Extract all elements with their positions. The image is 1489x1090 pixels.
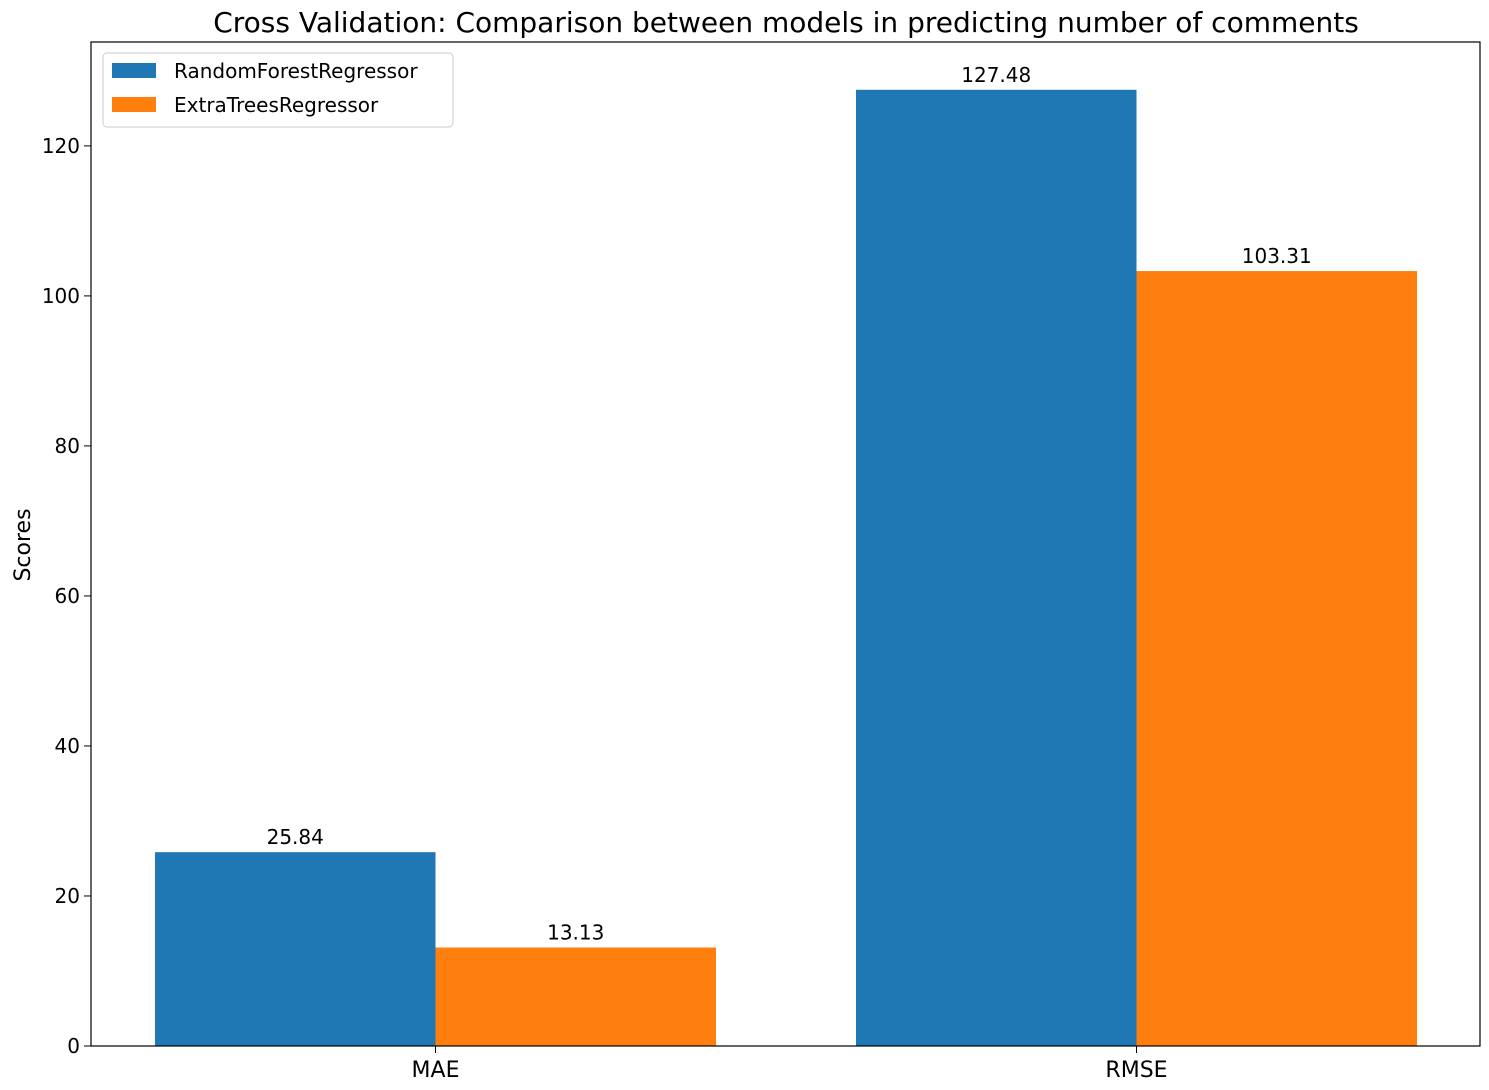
bar-extratreesregressor-mae [435, 947, 716, 1046]
bar-labels-group: 25.84 127.48 13.13 103.31 [267, 63, 1312, 945]
y-tick-label: 80 [55, 434, 80, 458]
y-tick-label: 40 [55, 734, 80, 758]
x-tick-label: MAE [412, 1058, 460, 1083]
y-tick-label: 100 [42, 284, 80, 308]
legend-swatch [112, 63, 156, 78]
plot-frame [90, 41, 1481, 1047]
y-axis-ticks: 0 20 40 60 80 100 120 [42, 134, 91, 1058]
chart-title: Cross Validation: Comparison between mod… [213, 6, 1359, 39]
bars-group [155, 89, 1417, 1047]
y-tick-label: 0 [67, 1034, 80, 1058]
bar-extratreesregressor-rmse [1136, 271, 1417, 1047]
bar-value-label: 25.84 [267, 825, 324, 849]
bar-value-label: 127.48 [961, 63, 1031, 87]
y-tick-label: 20 [55, 884, 80, 908]
y-tick-label: 60 [55, 584, 80, 608]
legend-label: RandomForestRegressor [174, 59, 418, 83]
legend-swatch [112, 97, 156, 112]
x-axis-ticks: MAE RMSE [412, 1046, 1168, 1083]
legend-label: ExtraTreesRegressor [174, 93, 379, 117]
bar-randomforestregressor-mae [155, 852, 436, 1046]
legend: RandomForestRegressor ExtraTreesRegressor [102, 52, 454, 128]
y-axis-label: Scores [11, 508, 36, 581]
x-tick-label: RMSE [1105, 1058, 1167, 1083]
bar-value-label: 13.13 [547, 921, 604, 945]
bar-value-label: 103.31 [1242, 244, 1312, 268]
bar-randomforestregressor-rmse [856, 89, 1137, 1047]
legend-box [102, 52, 454, 128]
y-tick-label: 120 [42, 134, 80, 158]
